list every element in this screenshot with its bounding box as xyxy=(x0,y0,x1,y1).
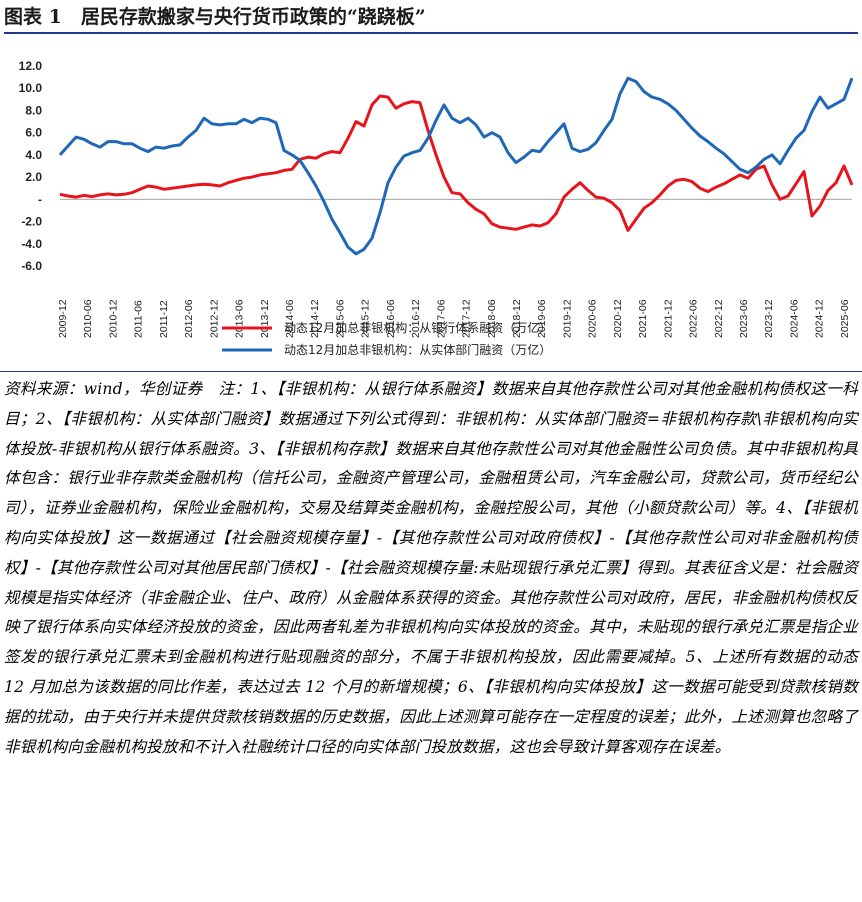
x-tick-label: 2023-12 xyxy=(763,299,775,338)
y-tick-label: - xyxy=(38,192,42,206)
y-tick-label: -4.0 xyxy=(21,237,42,251)
chart-legend: 动态12月加总非银机构：从银行体系融资（万亿） 动态12月加总非银机构：从实体部门… xyxy=(222,320,551,357)
series-line-real-economy-financing xyxy=(58,76,854,256)
x-tick-label: 2012-12 xyxy=(208,299,220,338)
y-tick-label: -2.0 xyxy=(21,215,42,229)
x-tick-label: 2022-12 xyxy=(713,299,725,338)
x-tick-label: 2011-06 xyxy=(133,300,145,338)
x-tick-label: 2009-12 xyxy=(57,299,69,338)
y-tick-label: 2.0 xyxy=(25,170,42,184)
figure-title-text: 图表 1 居民存款搬家与央行货币政策的“跷跷板” xyxy=(4,6,426,28)
x-tick-label: 2015-12 xyxy=(360,299,372,338)
x-tick-label: 2020-12 xyxy=(612,299,624,338)
x-tick-label: 2020-06 xyxy=(587,299,599,338)
x-tick-label: 2017-06 xyxy=(435,299,447,338)
x-tick-label: 2025-06 xyxy=(839,299,851,338)
legend-label: 动态12月加总非银机构：从实体部门融资（万亿） xyxy=(284,342,551,357)
line-chart: 12.0 10.0 8.0 6.0 4.0 2.0 - -2.0 -4.0 -6.0 2009-1… xyxy=(19,59,854,357)
x-tick-label: 2014-12 xyxy=(309,299,321,338)
x-tick-label: 2021-06 xyxy=(637,299,649,338)
series-line-bank-financing xyxy=(59,94,854,232)
x-tick-label: 2011-12 xyxy=(158,300,170,338)
x-tick-label: 2019-12 xyxy=(561,299,573,338)
x-tick-label: 2013-06 xyxy=(234,299,246,338)
x-tick-label: 2024-12 xyxy=(814,299,826,338)
x-tick-label: 2019-06 xyxy=(536,299,548,338)
x-tick-label: 2023-06 xyxy=(738,299,750,338)
x-tick-label: 2013-12 xyxy=(259,299,271,338)
y-tick-label: 10.0 xyxy=(19,81,43,95)
x-axis: 2009-12 2010-06 2010-12 2011-06 2011-12 2012-… xyxy=(57,198,852,338)
notes-divider xyxy=(0,371,862,372)
chart-series xyxy=(58,76,854,256)
y-tick-label: 4.0 xyxy=(25,148,42,162)
y-tick-label: 6.0 xyxy=(25,126,42,140)
x-tick-label: 2017-12 xyxy=(461,299,473,338)
x-tick-label: 2021-12 xyxy=(662,299,674,338)
x-tick-label: 2018-12 xyxy=(511,299,523,338)
x-tick-label: 2012-06 xyxy=(183,299,195,338)
x-tick-label: 2010-12 xyxy=(107,299,119,338)
x-tick-label: 2016-12 xyxy=(410,299,422,338)
y-tick-label: -6.0 xyxy=(21,259,42,273)
x-tick-label: 2016-06 xyxy=(385,299,397,338)
y-tick-label: 12.0 xyxy=(19,59,43,73)
x-tick-label: 2018-06 xyxy=(486,299,498,338)
y-axis: 12.0 10.0 8.0 6.0 4.0 2.0 - -2.0 -4.0 -6.0 xyxy=(19,59,43,273)
source-notes: 资料来源：wind，华创证券 注：1、【非银机构：从银行体系融资】数据来自其他存… xyxy=(4,380,858,756)
x-tick-label: 2022-06 xyxy=(688,299,700,338)
figure-title: 图表 1 居民存款搬家与央行货币政策的“跷跷板” xyxy=(4,3,858,34)
x-tick-label: 2014-06 xyxy=(284,299,296,338)
x-tick-label: 2024-06 xyxy=(788,299,800,338)
legend-label: 动态12月加总非银机构：从银行体系融资（万亿） xyxy=(284,320,551,335)
x-tick-label: 2015-06 xyxy=(334,299,346,338)
title-underline xyxy=(4,32,858,34)
x-tick-label: 2010-06 xyxy=(82,299,94,338)
y-tick-label: 8.0 xyxy=(25,103,42,117)
